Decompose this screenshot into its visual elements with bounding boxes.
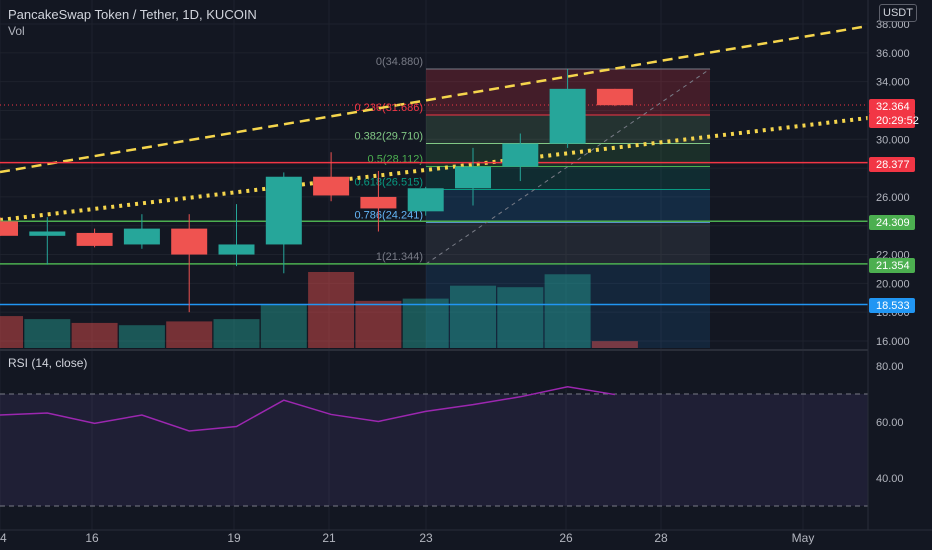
candle-body: [502, 143, 539, 167]
candle-body: [455, 166, 491, 189]
price-tick: 38.000: [876, 19, 910, 31]
price-tick: 20.000: [876, 278, 910, 290]
price-tick: 36.000: [876, 48, 910, 60]
fib-diagonal: [425, 68, 711, 265]
volume-label[interactable]: Vol: [8, 24, 25, 38]
price-label-text: 28.377: [876, 159, 910, 171]
volume-bars: [0, 272, 638, 348]
fib-level-label: 0.5(28.112): [368, 153, 423, 165]
volume-bar: [591, 341, 638, 348]
price-label-box: [869, 157, 915, 172]
lower-trend-line: [0, 116, 869, 222]
candle-body: [549, 88, 586, 144]
time-tick: May: [792, 531, 815, 545]
currency-button[interactable]: USDT: [879, 4, 917, 22]
volume-bar: [544, 274, 591, 348]
candles[interactable]: [0, 68, 633, 313]
volume-bar: [450, 285, 496, 348]
fib-zone: [426, 166, 710, 190]
price-tick: 26.000: [876, 192, 910, 204]
rsi-tick: 80.00: [876, 361, 904, 373]
volume-bar: [213, 319, 260, 348]
trend-lines[interactable]: [0, 24, 869, 222]
price-tick: 16.000: [876, 336, 910, 348]
volume-bar: [166, 321, 213, 348]
price-label-box: [869, 113, 915, 128]
chart-grid: [0, 0, 868, 530]
candle-body: [0, 221, 18, 236]
candle-body: [218, 244, 255, 255]
fib-level-label: 0(34.880): [376, 56, 423, 68]
chart-header: PancakeSwap Token / Tether, 1D, KUCOIN V…: [8, 6, 257, 40]
upper-trend-line: [0, 24, 869, 174]
price-label-box: [869, 99, 915, 114]
rsi-band: [0, 394, 868, 506]
fib-level-label: 0.786(24.241): [355, 209, 424, 221]
price-label-box: [869, 298, 915, 313]
fib-zone-extension: [426, 263, 710, 348]
price-labels: 32.364 20:29:52 28.377 24.309 21.354 18.533: [869, 99, 919, 313]
fib-level-label: 1(21.344): [376, 251, 423, 263]
price-label-text: 32.364: [876, 101, 910, 113]
volume-bar: [355, 300, 402, 348]
fib-level-label: 0.618(26.515): [355, 176, 424, 188]
time-tick: 4: [0, 531, 7, 545]
rsi-line: [0, 385, 616, 432]
time-axis[interactable]: 4 16 19 21 23 26 28 May: [0, 531, 814, 545]
price-label-text: 21.354: [876, 260, 910, 272]
volume-bar: [118, 325, 165, 348]
time-tick: 28: [654, 531, 668, 545]
price-tick: 30.000: [876, 134, 910, 146]
symbol-title[interactable]: PancakeSwap Token / Tether, 1D, KUCOIN: [8, 7, 257, 22]
candle-body: [360, 196, 397, 209]
price-label-text: 18.533: [876, 300, 910, 312]
volume-bar: [24, 319, 71, 348]
fib-level-label: 0.382(29.710): [355, 130, 424, 142]
candle-body: [123, 228, 160, 245]
candle-body: [171, 228, 208, 255]
price-label-text: 20:29:52: [876, 115, 919, 127]
candle-body: [596, 88, 633, 106]
fib-zone: [426, 222, 710, 264]
price-label-box: [869, 215, 915, 230]
time-tick: 21: [322, 531, 336, 545]
horizontal-lines[interactable]: [0, 161, 868, 306]
price-tick: 34.000: [876, 77, 910, 89]
rsi-tick: 40.00: [876, 473, 904, 485]
fib-level-label: 0.236(31.686): [355, 102, 424, 114]
fib-zone: [426, 189, 710, 223]
volume-bar: [71, 322, 118, 348]
time-tick: 19: [227, 531, 241, 545]
candle-body: [265, 176, 302, 245]
price-label-text: 24.309: [876, 217, 910, 229]
volume-bar: [260, 303, 307, 348]
time-tick: 16: [85, 531, 99, 545]
volume-bar: [0, 316, 23, 348]
rsi-pane: 80.00 60.00 40.00: [0, 361, 904, 507]
volume-bar: [497, 287, 544, 348]
fib-zone: [426, 143, 710, 167]
candle-body: [407, 188, 444, 212]
fibonacci-retracement[interactable]: 0(34.880) 0.236(31.686) 0.382(29.710) 0.5(2…: [355, 56, 711, 348]
rsi-title[interactable]: RSI (14, close): [8, 356, 88, 370]
time-tick: 23: [419, 531, 433, 545]
candle-body: [313, 176, 350, 196]
volume-bar: [308, 272, 355, 348]
candle-body: [29, 231, 66, 236]
candle-body: [76, 232, 113, 246]
time-tick: 26: [559, 531, 573, 545]
volume-bar: [402, 298, 449, 348]
rsi-tick: 60.00: [876, 417, 904, 429]
price-label-box: [869, 258, 915, 273]
